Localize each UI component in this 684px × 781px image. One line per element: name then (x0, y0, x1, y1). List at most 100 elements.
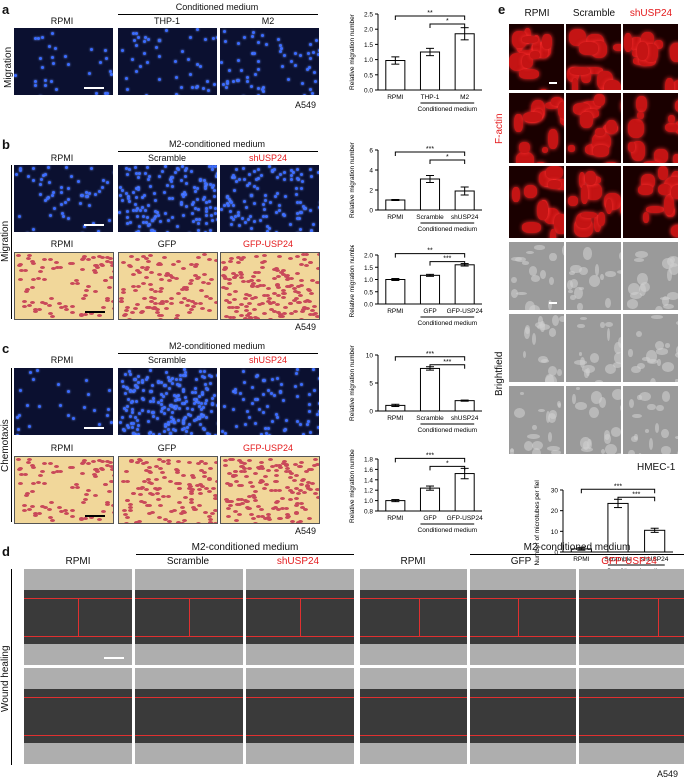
significance-bracket (429, 159, 466, 164)
tex-texture (570, 279, 578, 289)
cell-texture (112, 473, 113, 477)
cell-texture (159, 286, 165, 290)
cell-texture (236, 483, 242, 487)
dot-texture (201, 198, 205, 202)
dot-texture (195, 397, 199, 401)
cell-texture (23, 494, 29, 498)
dot-texture (191, 408, 195, 412)
label-scramble: Scramble (572, 8, 616, 19)
dot-texture (299, 228, 303, 232)
dot-texture (196, 186, 200, 190)
dot-texture (163, 406, 167, 410)
cell-texture (236, 497, 242, 501)
cell-texture (238, 461, 244, 465)
cell-texture (186, 487, 192, 490)
cell-texture (196, 275, 202, 279)
cell-texture (38, 270, 44, 274)
cell-texture (140, 282, 146, 286)
cell-texture (226, 281, 232, 285)
cell-texture (253, 255, 259, 259)
cell-texture (237, 513, 243, 517)
dot-texture (125, 221, 129, 225)
cell-texture (158, 503, 164, 507)
dot-texture (282, 53, 286, 57)
blob-texture (580, 184, 588, 204)
dot-texture (144, 220, 148, 224)
tex-texture (520, 392, 524, 396)
dot-texture (302, 204, 306, 208)
dot-texture (307, 65, 311, 69)
cell-texture (175, 520, 181, 523)
dot-texture (195, 218, 199, 222)
blob-texture (519, 69, 539, 80)
bar (644, 529, 666, 553)
dot-texture (151, 218, 155, 222)
wound-gap (470, 590, 576, 644)
blob-texture (643, 212, 650, 224)
dot-texture (210, 213, 214, 217)
dot-texture (151, 397, 155, 401)
cell-texture (271, 309, 277, 313)
dot-texture (215, 36, 217, 40)
cell-texture (143, 257, 149, 261)
dot-texture (109, 69, 113, 73)
dot-texture (269, 392, 273, 396)
tex-texture (600, 321, 605, 328)
cell-texture (212, 496, 217, 500)
cell-texture (262, 475, 268, 479)
cell-texture (152, 486, 158, 490)
cell-texture (70, 304, 76, 308)
dot-texture (106, 92, 110, 95)
cell-texture (18, 268, 24, 272)
cell-texture (18, 472, 24, 476)
blob-texture (627, 119, 644, 139)
dot-texture (287, 78, 291, 82)
dot-texture (154, 198, 158, 202)
wound-image (246, 668, 354, 764)
brightfield-image (623, 314, 678, 382)
dot-texture (267, 427, 271, 430)
blob-texture (603, 162, 620, 163)
wound-center-line (657, 597, 659, 637)
cell-texture (300, 307, 306, 311)
cell-texture (147, 465, 153, 469)
cell-texture (96, 459, 102, 463)
dot-texture (174, 395, 178, 399)
cell-texture (298, 318, 304, 319)
cell-texture (83, 516, 89, 520)
cell-texture (310, 482, 316, 486)
cell-texture (297, 294, 303, 298)
cell-texture (75, 485, 81, 489)
bracket (118, 151, 318, 152)
panel-letter-b: b (2, 137, 10, 152)
significance-bracket (429, 465, 466, 471)
dot-texture (307, 392, 311, 396)
cell-texture (70, 508, 76, 512)
dot-texture (189, 432, 193, 435)
bracket-vertical (11, 569, 12, 765)
wound-center-line (189, 597, 190, 637)
cell-texture (161, 459, 167, 463)
dot-texture (137, 171, 141, 175)
dot-texture (231, 203, 235, 207)
dot-texture (130, 401, 134, 405)
cell-texture (275, 268, 281, 272)
tex-texture (591, 391, 603, 404)
significance-bracket (617, 496, 656, 502)
blob-texture (522, 54, 534, 68)
significance-label: ** (427, 248, 433, 255)
cell-texture (178, 511, 184, 515)
blob-texture (593, 214, 601, 233)
cell-texture (274, 480, 279, 484)
dot-texture (118, 186, 122, 190)
cell-texture (130, 310, 136, 314)
cell-texture (281, 273, 287, 277)
dot-texture (161, 394, 165, 398)
dot-texture (253, 170, 257, 174)
dot-texture (202, 179, 206, 183)
cell-texture (280, 296, 286, 300)
dot-texture (307, 403, 311, 407)
cell-texture (207, 476, 213, 480)
cell-texture (174, 467, 180, 471)
cell-texture (222, 267, 228, 271)
